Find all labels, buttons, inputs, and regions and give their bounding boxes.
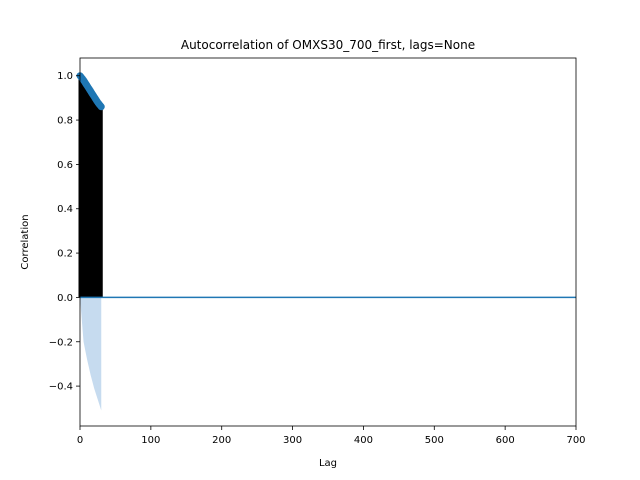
y-tick-label: 0.0: [57, 293, 73, 304]
x-tick-label: 500: [425, 435, 444, 446]
x-tick-label: 200: [212, 435, 231, 446]
x-axis-label: Lag: [319, 458, 337, 469]
y-tick-label: 0.6: [57, 160, 73, 171]
x-tick-label: 100: [141, 435, 160, 446]
y-tick-label: −0.4: [49, 382, 73, 393]
confidence-band: [80, 297, 102, 411]
plot-frame: [79, 57, 577, 427]
y-tick-label: 0.4: [57, 204, 73, 215]
chart-title: Autocorrelation of OMXS30_700_first, lag…: [181, 38, 475, 52]
x-axis: 0 100 200 300 400 500 600 700: [77, 426, 586, 446]
y-tick-label: 0.8: [57, 116, 73, 127]
x-tick-label: 600: [496, 435, 515, 446]
y-axis-label: Correlation: [20, 214, 31, 269]
y-tick-label: 0.2: [57, 249, 73, 260]
acf-marker: [97, 103, 105, 111]
x-tick-label: 700: [566, 435, 585, 446]
x-tick-label: 400: [354, 435, 373, 446]
y-axis: −0.4 −0.2 0.0 0.2 0.4 0.6 0.8 1.0: [49, 71, 80, 393]
x-tick-label: 300: [283, 435, 302, 446]
y-tick-label: 1.0: [57, 71, 73, 82]
y-tick-label: −0.2: [49, 337, 73, 348]
x-tick-label: 0: [77, 435, 83, 446]
